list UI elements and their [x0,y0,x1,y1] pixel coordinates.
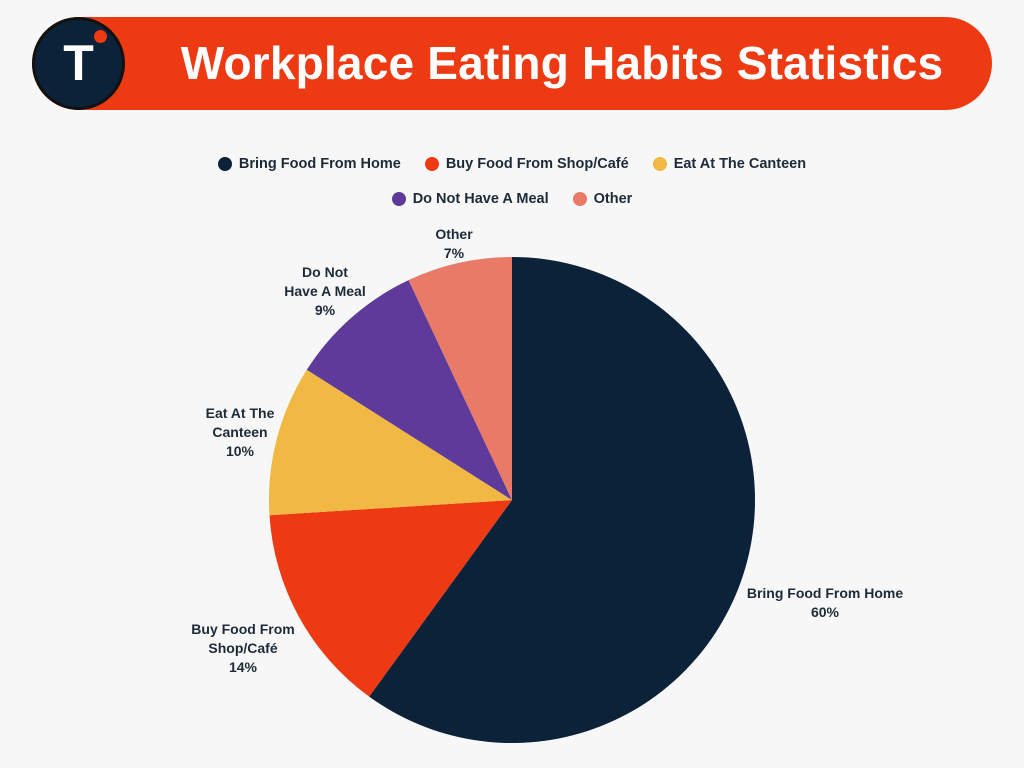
legend-label: Buy Food From Shop/Café [445,156,629,172]
logo-letter: T [63,35,94,91]
legend-item: Eat At The Canteen [652,156,807,172]
legend-row-2: Do Not Have A Meal Other [0,191,1024,207]
brand-t-logo-icon: T [32,17,125,110]
legend-swatch [424,157,439,171]
legend-swatch [652,157,667,171]
logo-dot [94,30,107,43]
legend-item: Bring Food From Home [217,156,401,172]
pie-slice [408,257,512,500]
legend-item: Buy Food From Shop/Café [424,156,629,172]
slice-data-label: Do Not Have A Meal 9% [284,264,365,318]
legend-label: Bring Food From Home [238,156,401,172]
pie-slice [369,257,756,743]
pie-slice [269,369,512,516]
legend-swatch [217,157,232,171]
legend-swatch [572,192,587,206]
legend-item: Other [572,191,633,207]
page-title: Workplace Eating Habits Statistics [180,37,944,89]
title-banner: Workplace Eating Habits Statistics [32,17,992,110]
legend-label: Other [593,191,633,207]
legend-label: Eat At The Canteen [673,156,807,172]
pie-slice [306,280,512,500]
slice-data-label: Eat At The Canteen 10% [206,405,275,459]
legend-swatch [391,192,406,206]
legend-item: Do Not Have A Meal [391,191,549,207]
slice-data-label: Bring Food From Home 60% [747,585,904,620]
legend-row-1: Bring Food From Home Buy Food From Shop/… [0,156,1024,172]
legend-label: Do Not Have A Meal [412,191,549,207]
slice-data-label: Other 7% [435,226,473,261]
slice-data-label: Buy Food From Shop/Café 14% [191,621,294,675]
pie-slice [269,500,512,697]
